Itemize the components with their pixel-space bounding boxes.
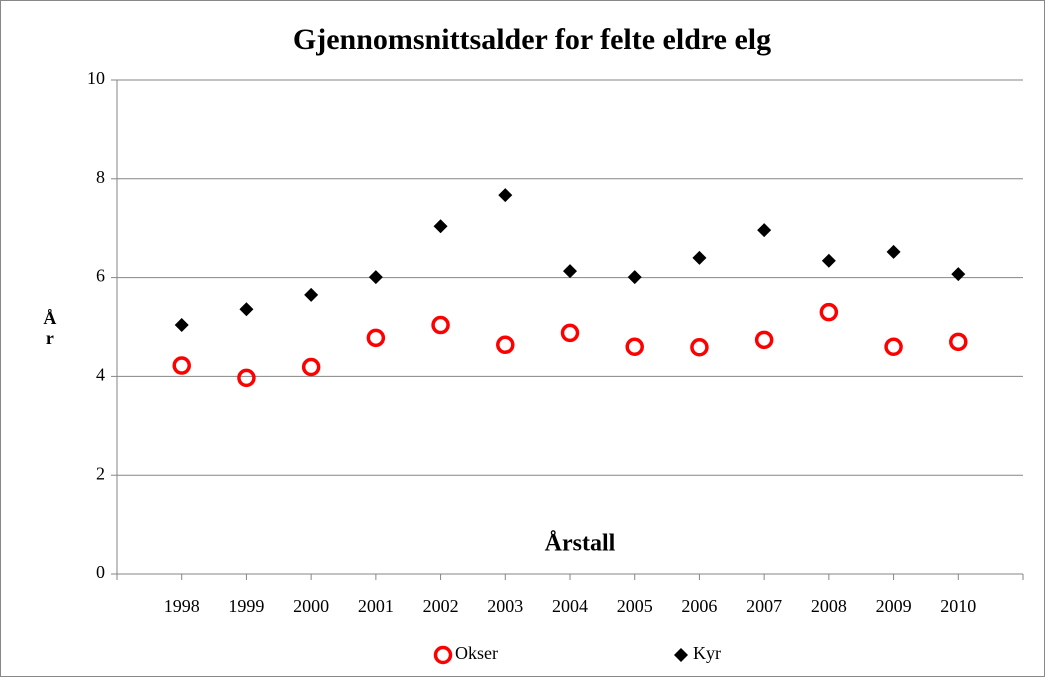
y-axis-title: År xyxy=(40,308,60,348)
x-tick-label: 2005 xyxy=(617,596,653,616)
point xyxy=(625,337,644,357)
point xyxy=(172,356,191,375)
point xyxy=(433,219,448,234)
point xyxy=(884,337,903,357)
point xyxy=(496,335,515,355)
y-tick-label: 8 xyxy=(96,167,105,187)
x-tick-label: 1999 xyxy=(228,596,264,616)
x-tick-label: 2004 xyxy=(552,596,588,616)
legend-marker xyxy=(674,648,688,662)
point xyxy=(304,287,319,302)
legend-marker xyxy=(433,645,453,665)
x-tick-label: 2006 xyxy=(681,596,717,616)
point xyxy=(498,188,513,203)
point xyxy=(366,328,386,348)
point xyxy=(239,302,254,317)
point xyxy=(560,323,580,343)
point xyxy=(627,270,642,285)
x-tick-label: 2009 xyxy=(876,596,912,616)
x-tick-label: 2008 xyxy=(811,596,847,616)
y-tick-label: 10 xyxy=(87,68,105,88)
x-tick-label: 1998 xyxy=(164,596,200,616)
x-tick-label: 2007 xyxy=(746,596,782,616)
y-tick-label: 0 xyxy=(96,562,105,582)
point xyxy=(692,250,707,265)
point xyxy=(821,253,836,268)
point xyxy=(819,302,839,322)
point xyxy=(757,223,772,238)
point xyxy=(301,357,321,377)
x-tick-label: 2001 xyxy=(358,596,394,616)
x-axis-title: Årstall xyxy=(545,531,616,557)
y-tick-label: 4 xyxy=(96,365,105,385)
point xyxy=(754,330,774,350)
y-tick-label: 2 xyxy=(96,463,105,483)
chart-title: Gjennomsnittsalder for felte eldre elg xyxy=(293,23,771,56)
legend-label: Kyr xyxy=(693,643,721,663)
point xyxy=(690,338,709,357)
point xyxy=(431,315,450,335)
x-tick-label: 2003 xyxy=(487,596,523,616)
point xyxy=(886,244,901,259)
point xyxy=(951,267,966,282)
legend-label: Okser xyxy=(455,643,498,663)
x-tick-label: 2010 xyxy=(940,596,976,616)
x-tick-label: 2000 xyxy=(293,596,329,616)
point xyxy=(949,332,968,352)
point xyxy=(237,368,256,388)
y-tick-label: 6 xyxy=(96,266,105,286)
point xyxy=(563,264,577,279)
point xyxy=(368,270,383,285)
x-tick-label: 2002 xyxy=(423,596,459,616)
point xyxy=(174,318,189,333)
